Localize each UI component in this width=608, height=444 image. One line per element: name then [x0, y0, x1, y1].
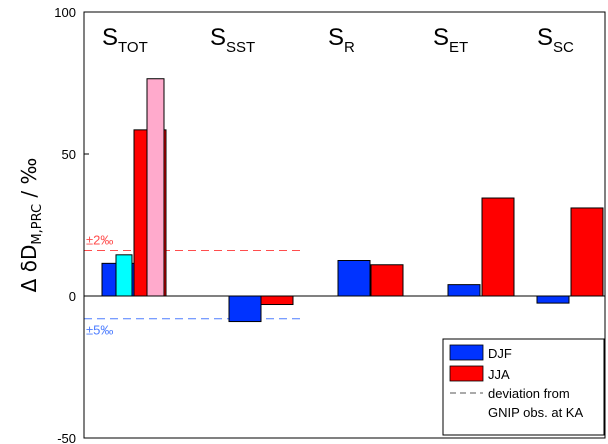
- y-axis-label: Δ δDM,PRC / ‰: [17, 158, 45, 293]
- y-axis-label-suffix: / ‰: [17, 158, 41, 204]
- bar-djf-2: [337, 260, 371, 297]
- group-label-tot: STOT: [102, 24, 148, 56]
- bar-extra-0: [115, 254, 133, 297]
- group-label-sst: SSST: [210, 24, 255, 56]
- bar-djf-1: [228, 295, 262, 323]
- legend-label-jja: JJA: [488, 367, 510, 382]
- reference-label-1: ±5‰: [86, 323, 113, 338]
- y-tick-label-3: 100: [54, 5, 76, 20]
- y-tick-label-1: 0: [69, 289, 76, 304]
- plot-frame: [83, 11, 606, 439]
- bar-jja-1: [260, 295, 294, 306]
- legend-label-djf: DJF: [488, 346, 512, 361]
- reference-label-0: ±2‰: [86, 233, 113, 248]
- y-axis-label-sub: M,PRC: [30, 204, 45, 245]
- legend-swatch-djf: [449, 344, 484, 361]
- legend-label-deviation-2: GNIP obs. at KA: [488, 405, 583, 420]
- bar-djf-3: [447, 284, 481, 297]
- y-tick-label-2: 50: [62, 147, 76, 162]
- bar-jja-4: [570, 207, 604, 297]
- group-label-et: SET: [433, 24, 468, 56]
- group-label-sc: SSC: [537, 24, 574, 56]
- bars: [101, 78, 604, 323]
- bar-jja-3: [481, 197, 515, 297]
- y-axis-label-main: Δ δD: [17, 245, 41, 293]
- legend-label-deviation-1: deviation from: [488, 386, 570, 401]
- legend-swatch-jja: [449, 365, 484, 382]
- y-tick-label-0: -50: [57, 431, 76, 444]
- legend: DJF JJA deviation from GNIP obs. at KA: [442, 338, 605, 436]
- y-ticks: -50 0 50 100: [54, 5, 89, 444]
- group-labels: STOT SSST SR SET SSC: [102, 24, 574, 56]
- reference-lines: ±2‰ ±5‰: [84, 233, 300, 338]
- bar-djf-4: [536, 295, 570, 304]
- bar-jja-2: [370, 264, 404, 297]
- bar-extra-1: [146, 78, 165, 297]
- group-label-r: SR: [328, 24, 355, 56]
